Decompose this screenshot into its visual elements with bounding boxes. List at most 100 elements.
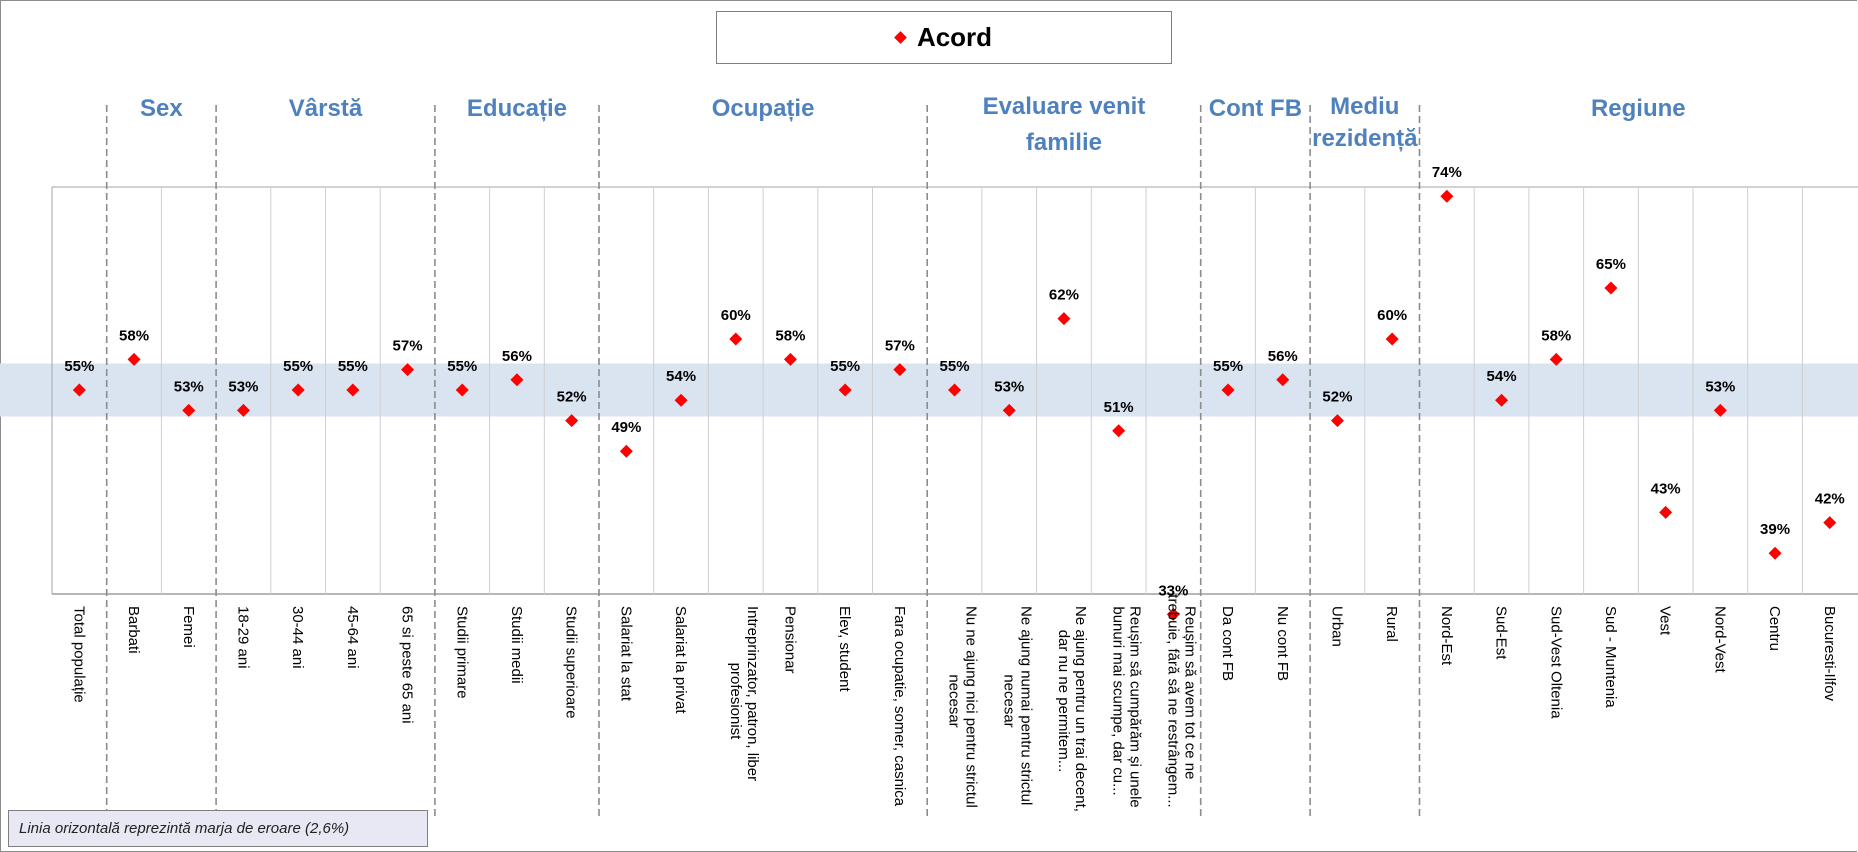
- category-tick-label: Salariat la privat: [672, 606, 689, 714]
- category-tick-line: Vest: [1657, 606, 1674, 636]
- data-label: 33%: [1158, 582, 1188, 599]
- data-label: 51%: [1104, 399, 1134, 416]
- data-point: [1057, 312, 1071, 326]
- data-point: [291, 383, 305, 397]
- data-label: 53%: [994, 378, 1024, 395]
- data-label: 54%: [666, 368, 696, 385]
- data-point: [1440, 189, 1454, 203]
- category-tick-line: profesionist: [727, 663, 744, 741]
- category-tick-line: Nord-Vest: [1711, 606, 1728, 674]
- group-title-line: Educație: [467, 95, 567, 122]
- category-tick-label: Da cont FB: [1219, 606, 1236, 681]
- data-point: [401, 363, 415, 377]
- data-label: 55%: [830, 358, 860, 375]
- category-tick-label: Nord-Est: [1438, 606, 1455, 666]
- category-tick-label: Nu cont FB: [1274, 606, 1291, 681]
- data-point: [1112, 424, 1126, 438]
- data-point: [1330, 414, 1344, 428]
- data-label: 74%: [1432, 164, 1462, 181]
- data-label: 57%: [393, 338, 423, 355]
- category-tick-label: Bucuresti-Ilfov: [1821, 606, 1838, 702]
- category-tick-line: 30-44 ani: [289, 606, 306, 669]
- data-point: [674, 393, 688, 407]
- category-tick-line: trebuie, fără să ne restrângem...: [1164, 594, 1181, 807]
- category-tick-label: Rural: [1383, 606, 1400, 642]
- category-tick-label: Studii primare: [453, 606, 470, 699]
- data-point: [1385, 332, 1399, 346]
- data-point: [1549, 352, 1563, 366]
- data-label: 58%: [1541, 327, 1571, 344]
- data-label: 55%: [447, 358, 477, 375]
- data-label: 53%: [174, 378, 204, 395]
- data-point: [729, 332, 743, 346]
- data-point: [72, 383, 86, 397]
- data-label: 62%: [1049, 287, 1079, 304]
- data-point: [1768, 546, 1782, 560]
- category-tick-line: Total populație: [70, 606, 87, 703]
- category-tick-line: Barbati: [125, 606, 142, 654]
- data-point: [1604, 281, 1618, 295]
- category-tick-line: Femei: [180, 606, 197, 648]
- data-label: 49%: [611, 419, 641, 436]
- data-label: 42%: [1815, 491, 1845, 508]
- data-point: [510, 373, 524, 387]
- data-label: 52%: [1322, 389, 1352, 406]
- category-tick-label: Vest: [1657, 606, 1674, 636]
- group-title: Sex: [140, 95, 183, 122]
- data-point: [1166, 607, 1180, 621]
- category-tick-line: Sud-Vest Oltenia: [1547, 606, 1564, 719]
- category-tick-line: 18-29 ani: [234, 606, 251, 669]
- group-title: Educație: [467, 95, 567, 122]
- data-label: 53%: [1705, 378, 1735, 395]
- category-tick-line: Centru: [1766, 606, 1783, 651]
- group-title-line: familie: [1026, 129, 1102, 156]
- category-tick-line: Salariat la privat: [672, 606, 689, 714]
- data-label: 57%: [885, 338, 915, 355]
- data-label: 54%: [1487, 368, 1517, 385]
- category-tick-line: Sud-Est: [1493, 606, 1510, 660]
- category-tick-line: Salariat la stat: [617, 606, 634, 702]
- data-label: 55%: [283, 358, 313, 375]
- data-point: [948, 383, 962, 397]
- category-tick-line: 45-64 ani: [344, 606, 361, 669]
- category-tick-line: Nord-Est: [1438, 606, 1455, 666]
- data-point: [619, 444, 633, 458]
- category-tick-label: 45-64 ani: [344, 606, 361, 669]
- data-label: 52%: [557, 389, 587, 406]
- category-tick-label: Barbati: [125, 606, 142, 654]
- data-point: [1221, 383, 1235, 397]
- legend-diamond-icon: [894, 31, 907, 44]
- data-label: 55%: [1213, 358, 1243, 375]
- group-title-line: rezidență: [1312, 125, 1418, 152]
- category-tick-label: Sud-Est: [1493, 606, 1510, 660]
- data-label: 53%: [228, 378, 258, 395]
- category-tick-line: Fara ocupatie, somer, casnica: [891, 606, 908, 807]
- category-tick-line: necesar: [946, 674, 963, 727]
- category-tick-line: Bucuresti-Ilfov: [1821, 606, 1838, 702]
- category-tick-label: Nord-Vest: [1711, 606, 1728, 674]
- data-label: 58%: [119, 327, 149, 344]
- category-tick-label: Urban: [1328, 606, 1345, 647]
- category-tick-line: Da cont FB: [1219, 606, 1236, 681]
- category-tick-label: 65 si peste 65 ani: [399, 606, 416, 724]
- data-point: [1823, 516, 1837, 530]
- group-title: Evaluare venit familie: [983, 93, 1146, 156]
- data-label: 56%: [1268, 348, 1298, 365]
- data-label: 65%: [1596, 256, 1626, 273]
- category-tick-line: Sud - Muntenia: [1602, 606, 1619, 708]
- data-point: [1002, 403, 1016, 417]
- data-point: [127, 352, 141, 366]
- data-point: [893, 363, 907, 377]
- category-tick-line: Pensionar: [781, 606, 798, 674]
- data-point: [1713, 403, 1727, 417]
- category-tick-label: Sud-Vest Oltenia: [1547, 606, 1564, 719]
- error-margin-band: [0, 363, 1858, 417]
- category-tick-label: Intreprinzator, patron, liberprofesionis…: [727, 606, 761, 781]
- group-title: Vârstă: [289, 95, 363, 122]
- category-tick-line: Reușim să avem tot ce ne: [1181, 606, 1198, 779]
